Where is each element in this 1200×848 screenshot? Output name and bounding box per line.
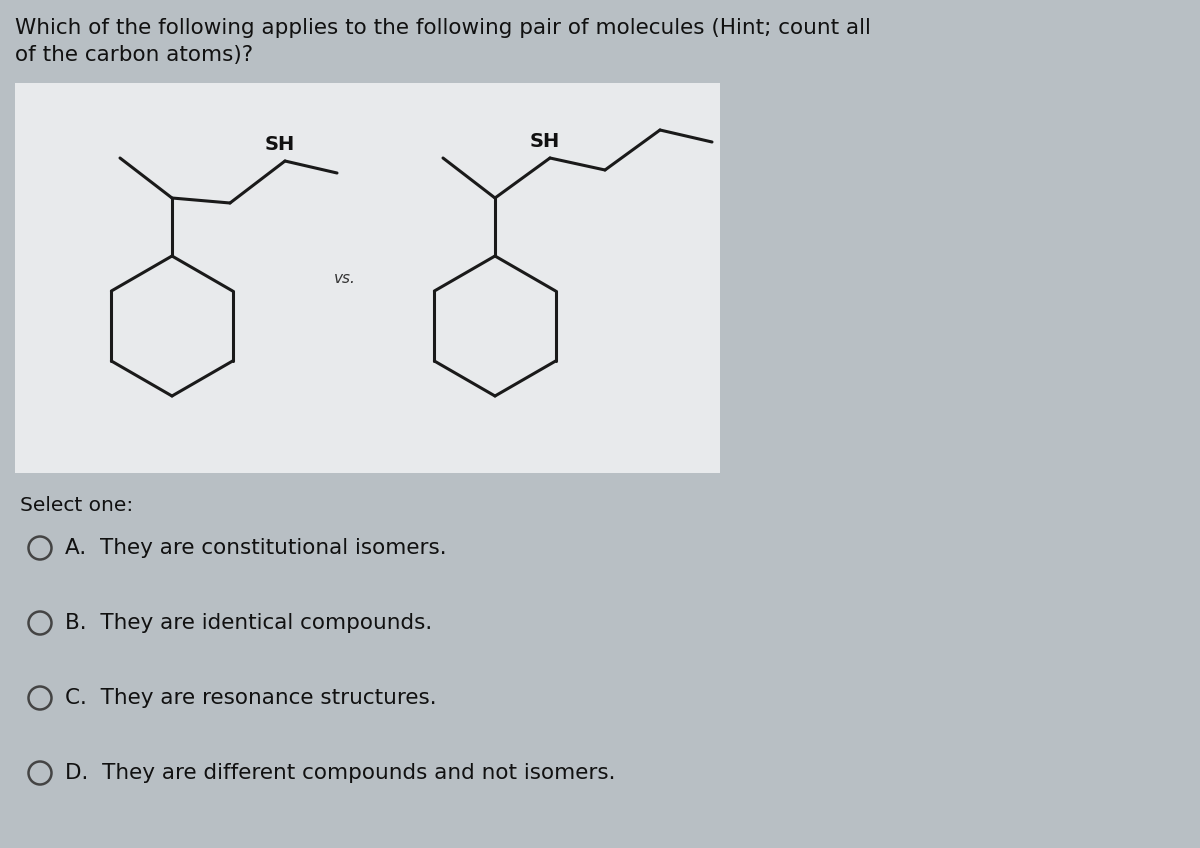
Text: vs.: vs. <box>334 271 356 286</box>
Text: D.  They are different compounds and not isomers.: D. They are different compounds and not … <box>65 763 616 783</box>
Text: C.  They are resonance structures.: C. They are resonance structures. <box>65 688 437 708</box>
Text: SH: SH <box>265 135 295 154</box>
Text: B.  They are identical compounds.: B. They are identical compounds. <box>65 613 432 633</box>
Text: SH: SH <box>530 132 560 151</box>
Text: Select one:: Select one: <box>20 496 133 515</box>
Text: A.  They are constitutional isomers.: A. They are constitutional isomers. <box>65 538 446 558</box>
Text: Which of the following applies to the following pair of molecules (Hint; count a: Which of the following applies to the fo… <box>14 18 871 65</box>
FancyBboxPatch shape <box>14 83 720 473</box>
